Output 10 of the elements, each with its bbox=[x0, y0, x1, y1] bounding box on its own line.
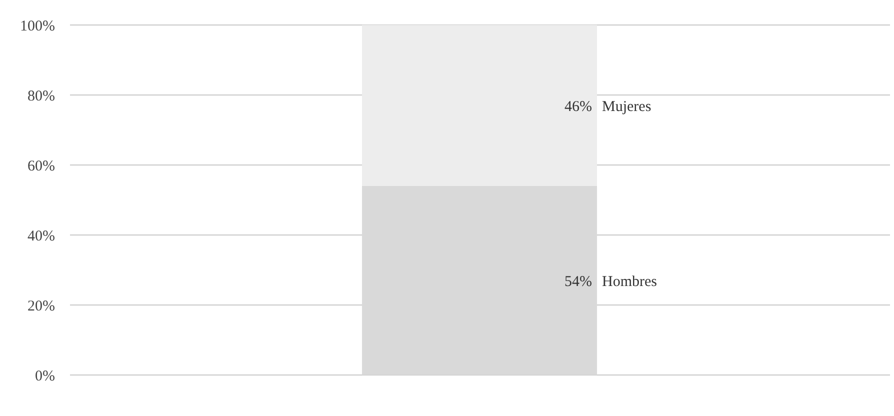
series-label: Mujeres bbox=[602, 98, 652, 115]
y-tick-label: 100% bbox=[20, 18, 55, 34]
y-tick-label: 60% bbox=[28, 158, 55, 174]
y-tick-label: 80% bbox=[28, 88, 55, 104]
y-tick-label: 20% bbox=[28, 298, 55, 314]
y-tick-label: 40% bbox=[28, 228, 55, 244]
y-tick-label: 0% bbox=[35, 368, 55, 384]
series-label: Hombres bbox=[602, 274, 658, 290]
data-label: 46% bbox=[564, 98, 592, 115]
data-label: 54% bbox=[564, 274, 592, 290]
